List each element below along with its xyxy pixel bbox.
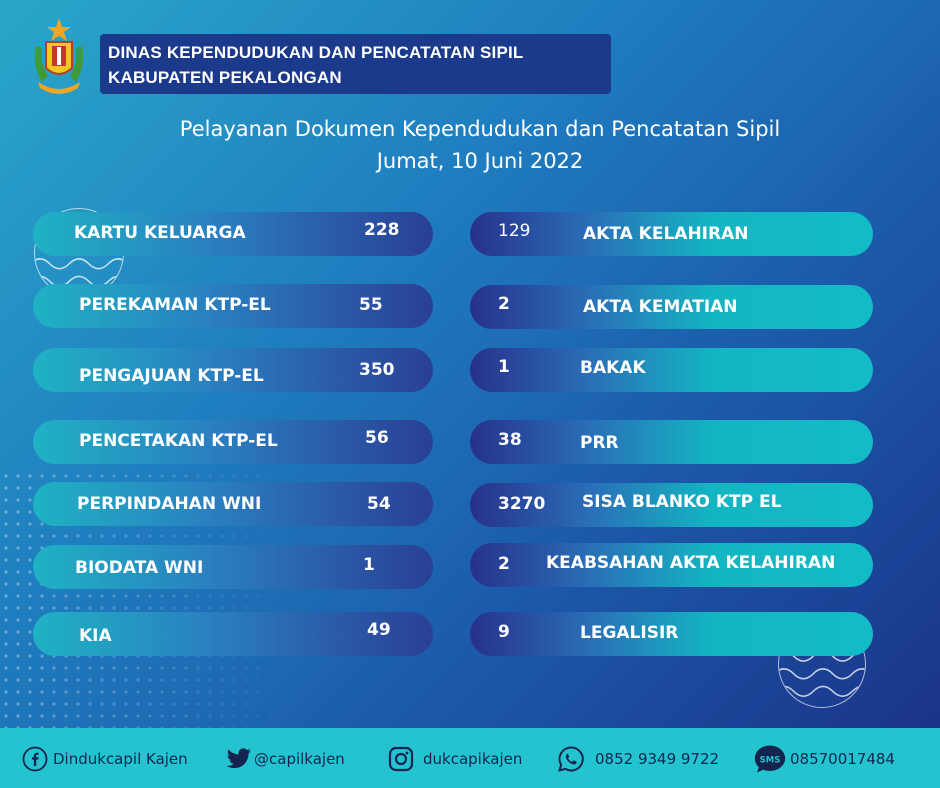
twitter-handle: @capilkajen (254, 750, 345, 768)
service-label: PENGAJUAN KTP-EL (79, 366, 264, 386)
regency-emblem-logo (28, 16, 90, 98)
organization-name-box: DINAS KEPENDUDUKAN DAN PENCATATAN SIPIL … (100, 34, 611, 94)
service-label: PEREKAMAN KTP-EL (79, 295, 271, 315)
facebook-icon (22, 746, 48, 772)
service-count: 56 (365, 428, 389, 448)
service-row-legalisir: 9 LEGALISIR (470, 612, 873, 656)
page-title: Pelayanan Dokumen Kependudukan dan Penca… (179, 117, 781, 141)
service-count: 54 (367, 494, 391, 514)
org-name-line2: KABUPATEN PEKALONGAN (108, 68, 342, 87)
whatsapp-contact[interactable]: 0852 9349 9722 (557, 746, 719, 772)
whatsapp-number: 0852 9349 9722 (595, 750, 720, 768)
sms-icon: SMS (754, 745, 786, 773)
service-count: 3270 (498, 494, 546, 514)
service-label: PRR (580, 433, 619, 453)
service-count: 1 (363, 555, 375, 575)
service-count: 55 (359, 295, 383, 315)
service-count: 38 (498, 430, 522, 450)
service-count: 1 (498, 357, 510, 377)
sms-badge-text: SMS (760, 756, 781, 766)
service-row-biodata-wni: BIODATA WNI 1 (33, 545, 433, 589)
service-row-perpindahan-wni: PERPINDAHAN WNI 54 (33, 482, 433, 526)
service-row-pencetakan-ktp-el: PENCETAKAN KTP-EL 56 (33, 420, 433, 464)
service-row-sisa-blanko-ktp-el: 3270 SISA BLANKO KTP EL (470, 483, 873, 527)
whatsapp-icon (558, 746, 584, 772)
sms-contact[interactable]: SMS 08570017484 (753, 745, 895, 773)
service-row-perekaman-ktp-el: PEREKAMAN KTP-EL 55 (33, 284, 433, 328)
service-count: 129 (498, 221, 531, 241)
instagram-handle: dukcapikajen (423, 750, 523, 768)
service-count: 2 (498, 554, 510, 574)
service-row-prr: 38 PRR (470, 420, 873, 464)
service-row-keabsahan-akta-kelahiran: 2 KEABSAHAN AKTA KELAHIRAN (470, 543, 873, 587)
service-count: 9 (498, 622, 510, 642)
page-date: Jumat, 10 Juni 2022 (376, 149, 584, 173)
service-label: BIODATA WNI (75, 558, 204, 578)
service-label: LEGALISIR (580, 623, 679, 643)
service-row-akta-kematian: 2 AKTA KEMATIAN (470, 285, 873, 329)
service-count: 49 (367, 620, 391, 640)
org-name-line1: DINAS KEPENDUDUKAN DAN PENCATATAN SIPIL (108, 43, 524, 62)
service-row-akta-kelahiran: 129 AKTA KELAHIRAN (470, 212, 873, 256)
twitter-icon (226, 748, 251, 769)
service-label: KIA (79, 626, 112, 646)
sms-number: 08570017484 (790, 750, 895, 768)
service-label: PENCETAKAN KTP-EL (79, 431, 278, 451)
service-count: 350 (359, 360, 395, 380)
service-label: BAKAK (580, 358, 646, 378)
facebook-contact[interactable]: Dindukcapil Kajen (22, 746, 188, 772)
service-label: SISA BLANKO KTP EL (582, 492, 782, 512)
facebook-handle: Dindukcapil Kajen (53, 750, 188, 768)
service-row-bakak: 1 BAKAK (470, 348, 873, 392)
instagram-contact[interactable]: dukcapikajen (388, 746, 522, 772)
service-label: PERPINDAHAN WNI (77, 494, 262, 514)
twitter-contact[interactable]: @capilkajen (226, 746, 345, 772)
service-row-kartu-keluarga: KARTU KELUARGA 228 (33, 212, 433, 256)
service-count: 228 (364, 220, 400, 240)
service-row-pengajuan-ktp-el: PENGAJUAN KTP-EL 350 (33, 348, 433, 392)
service-label: KEABSAHAN AKTA KELAHIRAN (546, 553, 836, 573)
service-count: 2 (498, 294, 510, 314)
service-row-kia: KIA 49 (33, 612, 433, 656)
service-label: AKTA KELAHIRAN (583, 224, 749, 244)
service-label: KARTU KELUARGA (74, 223, 246, 243)
service-label: AKTA KEMATIAN (583, 297, 738, 317)
instagram-icon (388, 746, 414, 772)
